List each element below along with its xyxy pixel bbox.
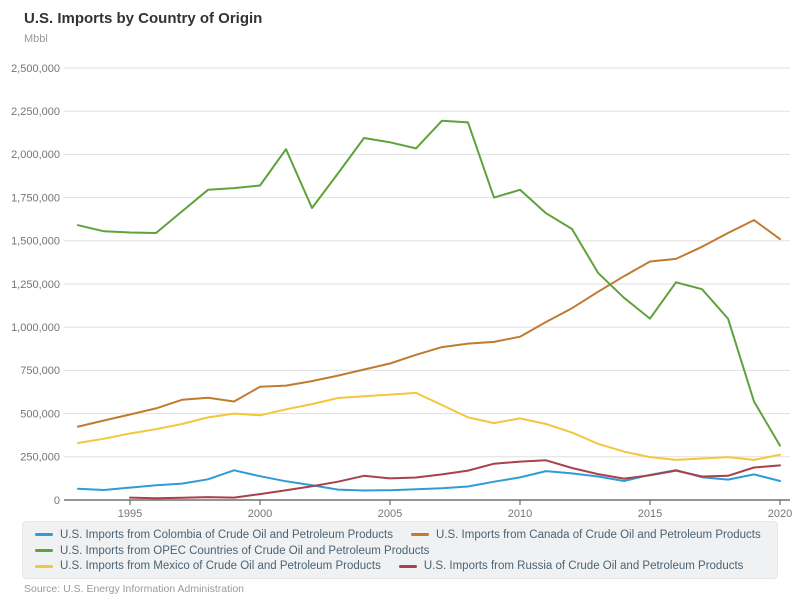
imports-line-chart: 0 250,000 500,000 750,000 1,000,000 1,250,000… [11, 63, 792, 520]
legend-swatch-opec [35, 549, 53, 552]
y-tick-label: 750,000 [20, 365, 60, 377]
x-tick-label: 1995 [118, 508, 142, 520]
legend-item-opec: U.S. Imports from OPEC Countries of Crud… [35, 545, 429, 557]
legend-swatch-russia [398, 564, 417, 568]
y-tick-label: 1,000,000 [11, 322, 60, 334]
series-line-opec [77, 119, 781, 447]
chart-title: U.S. Imports by Country of Origin [24, 10, 263, 27]
y-tick-label: 1,500,000 [11, 236, 60, 248]
series-line-colombia [77, 469, 781, 492]
y-tick-label: 250,000 [20, 452, 60, 464]
legend-item-canada: U.S. Imports from Canada of Crude Oil an… [411, 529, 761, 541]
x-tick-label: 2005 [378, 508, 402, 520]
legend-label-mexico: U.S. Imports from Mexico of Crude Oil an… [60, 560, 381, 573]
x-tick-label: 2015 [638, 508, 662, 520]
legend-label-colombia: U.S. Imports from Colombia of Crude Oil … [60, 528, 393, 541]
y-tick-label: 2,000,000 [11, 149, 60, 161]
series-line-mexico [77, 391, 781, 461]
y-tick-label: 1,250,000 [11, 279, 60, 291]
y-axis-unit-label: Mbbl [24, 33, 48, 45]
legend-row: U.S. Imports from Colombia of Crude Oil … [35, 527, 765, 543]
y-tick-label: 2,250,000 [11, 106, 60, 118]
y-tick-label: 2,500,000 [11, 63, 60, 75]
legend-swatch-colombia [35, 533, 53, 537]
legend-row: U.S. Imports from OPEC Countries of Crud… [35, 543, 765, 559]
x-tick-label: 2000 [248, 508, 272, 520]
legend-swatch-mexico [35, 564, 53, 568]
y-tick-label: 500,000 [20, 408, 60, 420]
y-tick-label: 1,750,000 [11, 192, 60, 204]
legend-label-russia: U.S. Imports from Russia of Crude Oil an… [423, 560, 744, 573]
chart-legend: U.S. Imports from Colombia of Crude Oil … [22, 521, 778, 579]
legend-item-mexico: U.S. Imports from Mexico of Crude Oil an… [35, 560, 381, 572]
legend-label-canada: U.S. Imports from Canada of Crude Oil an… [436, 528, 761, 541]
series-line-russia [129, 459, 781, 500]
legend-item-russia: U.S. Imports from Russia of Crude Oil an… [398, 560, 744, 573]
legend-label-opec: U.S. Imports from OPEC Countries of Crud… [60, 544, 430, 557]
source-attribution: Source: U.S. Energy Information Administ… [24, 583, 245, 595]
y-tick-label: 0 [54, 495, 60, 507]
x-tick-label: 2010 [508, 508, 532, 520]
x-tick-label: 2020 [768, 508, 792, 520]
legend-swatch-canada [411, 533, 429, 537]
legend-row: U.S. Imports from Mexico of Crude Oil an… [35, 558, 765, 574]
legend-item-colombia: U.S. Imports from Colombia of Crude Oil … [35, 529, 393, 541]
series-line-canada [77, 219, 781, 428]
